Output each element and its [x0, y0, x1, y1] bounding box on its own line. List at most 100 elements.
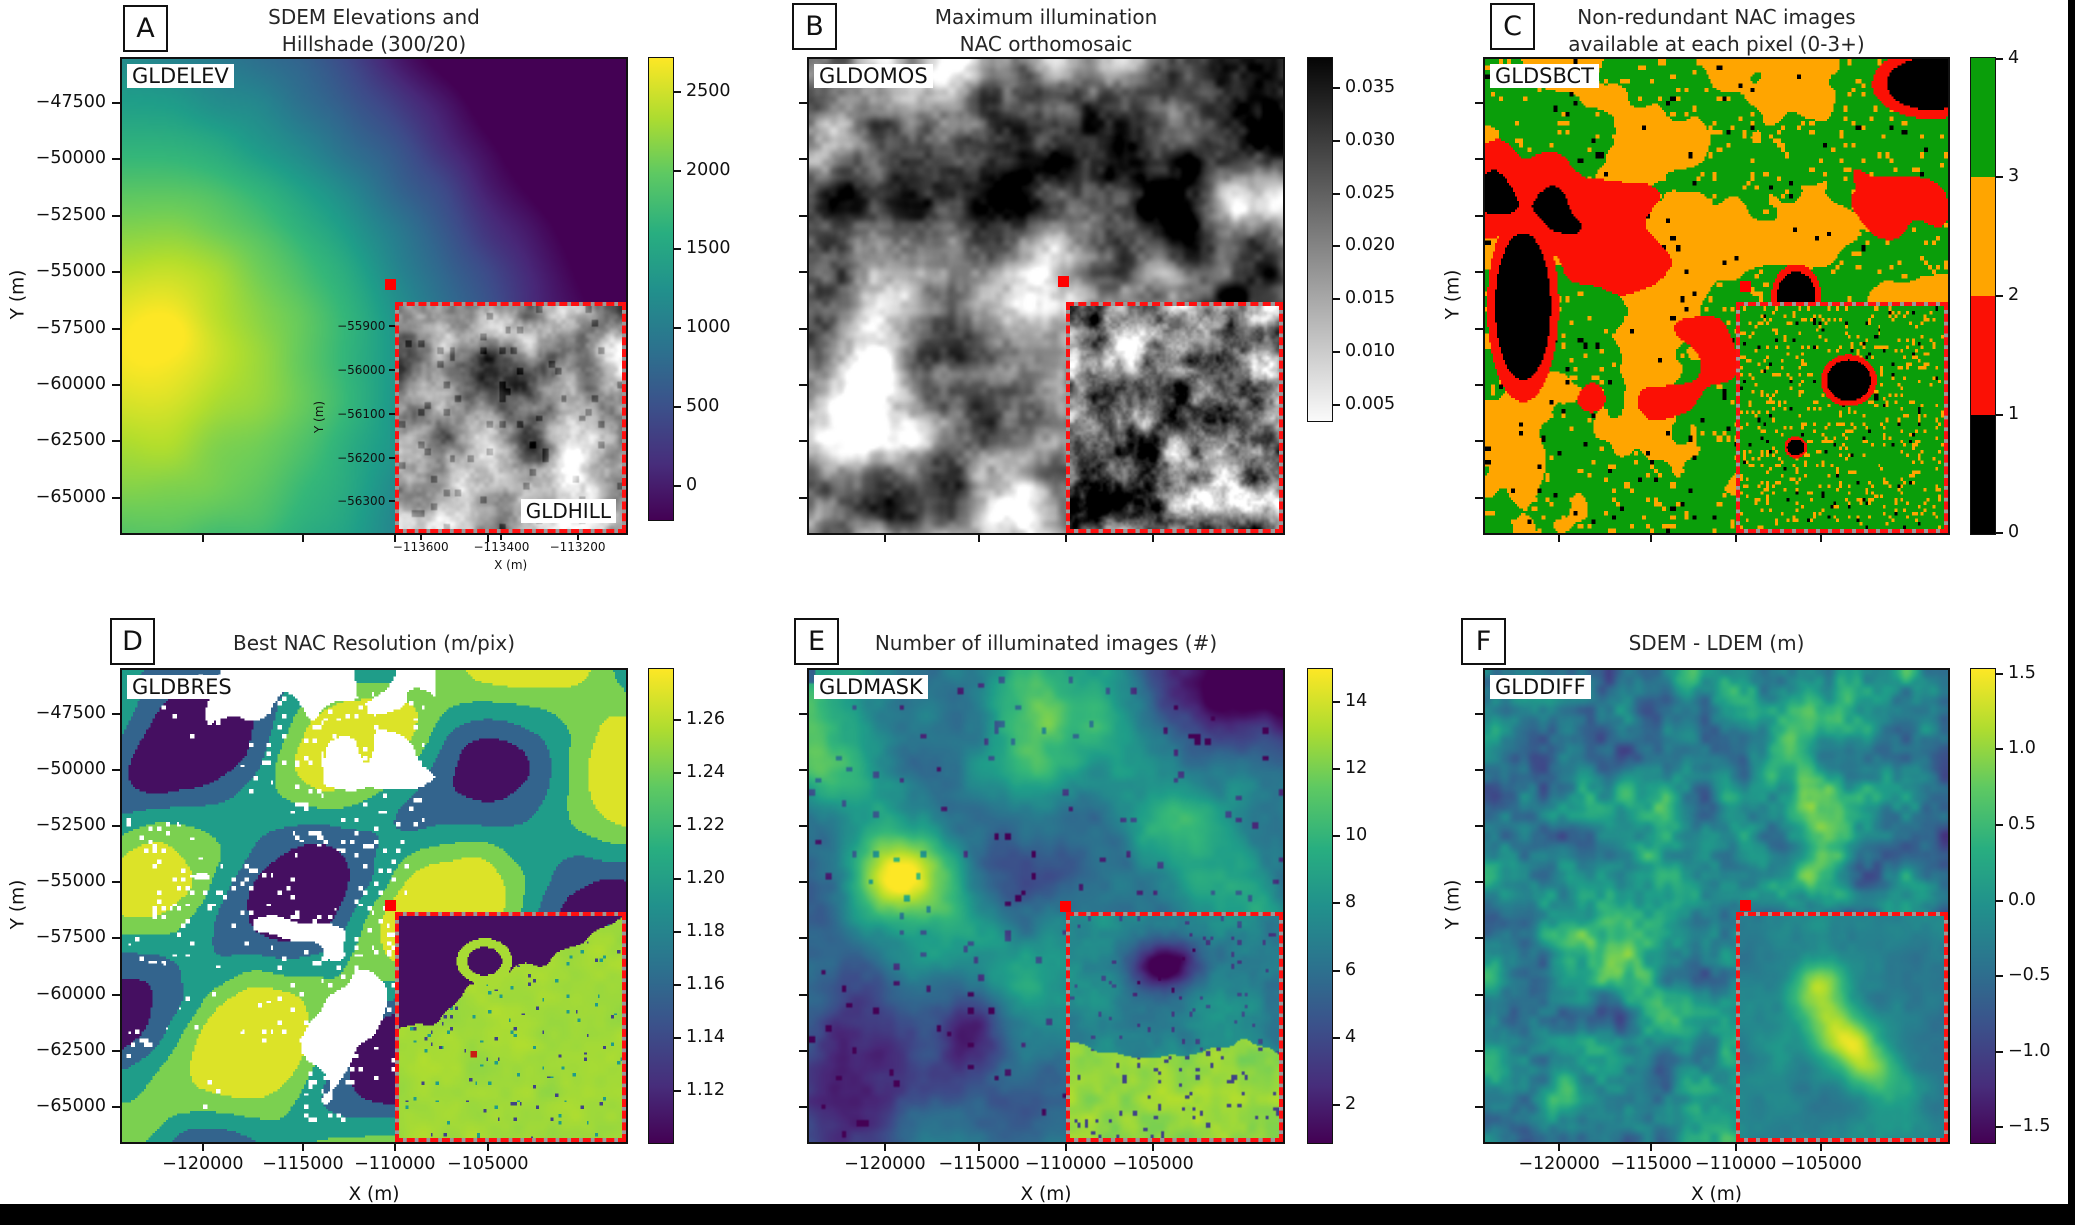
colorbar-tick-label: 0.010: [1345, 340, 1396, 361]
panel-E-y-tick-mark: [799, 937, 807, 940]
panel-B-tag-label: GLDOMOS: [814, 64, 933, 88]
panel-B-colorbar: [1307, 57, 1333, 422]
panel-B-colorbar-tick-mark: [1333, 350, 1340, 353]
panel-E-y-tick-mark: [799, 993, 807, 996]
panel-C-y-tick-mark: [1475, 496, 1483, 499]
panel-F-y-tick-mark: [1475, 712, 1483, 715]
panel-F-inset-box: [1736, 911, 1948, 1142]
panel-A-inset-location-marker: [385, 279, 397, 291]
panel-D-colorbar-tick-mark: [674, 983, 681, 986]
panel-F-colorbar: [1970, 668, 1996, 1144]
colorbar-tick-label: 4: [2008, 47, 2020, 68]
panel-E-tag-label: GLDMASK: [814, 675, 928, 699]
x-tick-label: −110000: [354, 1154, 436, 1174]
inset-y-tick-label: −56300: [337, 494, 386, 509]
panel-B-letter: B: [792, 3, 837, 50]
inset-y-tick-mark: [389, 412, 396, 415]
panel-D-y-tick-mark: [112, 1049, 120, 1052]
colorbar-tick-label: 500: [686, 396, 720, 417]
x-axis-label: X (m): [1020, 1184, 1072, 1205]
colorbar-tick-label: 2500: [686, 80, 731, 101]
colorbar-tick-label: 1.18: [686, 920, 725, 941]
y-tick-label: −60000: [35, 373, 106, 394]
panel-B-x-tick-mark: [978, 535, 981, 542]
panel-C-inset-box: [1736, 301, 1948, 533]
colorbar-tick-label: 2: [2008, 285, 2020, 305]
inset-y-tick-label: −56100: [337, 406, 386, 421]
inset-x-tick-mark: [500, 535, 503, 540]
panel-F-x-tick-mark: [1820, 1144, 1823, 1151]
panel-C-letter: C: [1490, 3, 1535, 50]
panel-A-x-tick-mark: [486, 535, 489, 542]
panel-E-x-tick-mark: [1064, 1144, 1067, 1151]
colorbar-tick-label: 1.12: [686, 1079, 725, 1100]
panel-E-x-tick-mark: [1152, 1144, 1155, 1151]
panel-D-tag-label: GLDBRES: [127, 675, 237, 699]
panel-F-tag-label: GLDDIFF: [1490, 675, 1591, 699]
y-tick-label: −65000: [35, 1095, 106, 1116]
panel-D-colorbar-tick-mark: [674, 718, 681, 721]
panel-A-y-tick-mark: [112, 214, 120, 217]
panel-A-y-tick-mark: [112, 440, 120, 443]
panel-A-y-tick-mark: [112, 158, 120, 161]
panel-A-colorbar-tick-mark: [674, 484, 681, 487]
panel-C-x-tick-mark: [1820, 535, 1823, 542]
panel-E-colorbar-tick-mark: [1333, 835, 1340, 838]
panel-D-colorbar-tick-mark: [674, 824, 681, 827]
panel-F-y-tick-mark: [1475, 768, 1483, 771]
panel-E-y-tick-mark: [799, 881, 807, 884]
colorbar-tick-label: 12: [1345, 757, 1368, 778]
inset-y-tick-mark: [389, 369, 396, 372]
colorbar-tick-label: 1.20: [686, 867, 725, 888]
colorbar-tick-label: 1.22: [686, 814, 725, 835]
panel-B-y-tick-mark: [799, 158, 807, 161]
panel-F-colorbar-tick-mark: [1996, 823, 2003, 826]
y-tick-label: −50000: [35, 148, 106, 169]
panel-A-colorbar-tick-mark: [674, 327, 681, 330]
x-tick-label: −105000: [1112, 1154, 1194, 1174]
panel-F-inset-map: [1740, 915, 1944, 1138]
colorbar-tick-label: 1000: [686, 317, 731, 338]
panel-B-x-tick-mark: [1064, 535, 1067, 542]
panel-C-y-tick-mark: [1475, 327, 1483, 330]
panel-B-y-tick-mark: [799, 440, 807, 443]
panel-B-colorbar-tick-mark: [1333, 87, 1340, 89]
panel-A-y-tick-mark: [112, 101, 120, 104]
colorbar-tick-label: 6: [1345, 959, 1357, 980]
colorbar-tick-label: 0.025: [1345, 182, 1396, 203]
x-tick-label: −115000: [938, 1154, 1020, 1174]
inset-x-tick-label: −113400: [473, 540, 530, 554]
y-tick-label: −47500: [35, 702, 106, 723]
panel-F-colorbar-tick-mark: [1996, 1126, 2003, 1129]
panel-C-x-tick-mark: [1650, 535, 1653, 542]
x-tick-label: −120000: [1518, 1154, 1600, 1174]
panel-B-colorbar-tick-mark: [1333, 298, 1340, 301]
y-tick-label: −55000: [35, 871, 106, 892]
colorbar-tick-label: 8: [1345, 892, 1357, 913]
panel-B-colorbar-tick-mark: [1333, 245, 1340, 248]
panel-B-y-tick-mark: [799, 383, 807, 386]
panel-C-tag-label: GLDSBCT: [1490, 64, 1600, 88]
panel-B-colorbar-tick-mark: [1333, 403, 1340, 406]
panel-F-y-tick-mark: [1475, 937, 1483, 940]
panel-D-y-tick-mark: [112, 825, 120, 828]
panel-C-inset-location-marker: [1739, 281, 1751, 293]
panel-D-colorbar-tick-mark: [674, 1089, 681, 1092]
panel-D-letter: D: [110, 618, 155, 665]
panel-D-y-tick-mark: [112, 881, 120, 884]
panel-F-colorbar-tick-mark: [1996, 1050, 2003, 1053]
panel-A-tag-label: GLDELEV: [127, 64, 234, 88]
panel-E-x-tick-mark: [978, 1144, 981, 1151]
panel-D-x-tick-mark: [393, 1144, 396, 1151]
panel-B-y-tick-mark: [799, 101, 807, 104]
inset-y-tick-label: −56200: [337, 450, 386, 465]
colorbar-tick-label: 1.16: [686, 973, 725, 994]
inset-y-tick-mark: [389, 325, 396, 328]
panel-F-title: SDEM - LDEM (m): [1628, 631, 1805, 655]
panel-A-inset-map: [399, 305, 622, 529]
panel-A-plot: GLDELEV: [120, 57, 628, 535]
panel-D-colorbar-tick-mark: [674, 877, 681, 880]
panel-B-y-tick-mark: [799, 214, 807, 217]
panel-C-colorbar-tick-mark: [1996, 176, 2003, 179]
inset-y-tick-label: −55900: [337, 319, 386, 334]
